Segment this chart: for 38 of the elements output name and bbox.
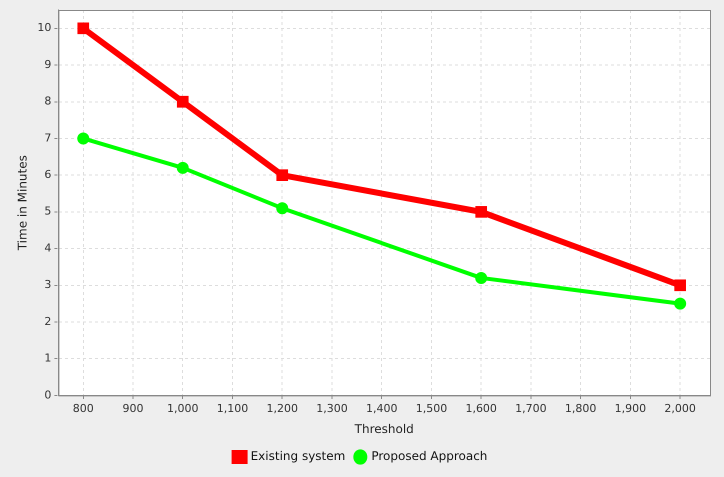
y-axis-title: Time in Minutes: [15, 155, 30, 252]
point: [77, 132, 90, 144]
y-tick-label: 5: [44, 204, 52, 218]
x-tick-label: 1,100: [216, 402, 248, 415]
x-tick-label: 1,200: [266, 402, 298, 415]
x-tick-label: 1,500: [416, 402, 448, 415]
y-tick-label: 8: [44, 94, 52, 108]
point: [77, 22, 90, 34]
legend-label: Proposed Approach: [371, 449, 488, 464]
x-tick-label: 1,400: [366, 402, 398, 415]
y-tick-label: 2: [44, 314, 52, 328]
x-tick-label: 800: [72, 402, 94, 415]
y-tick-label: 3: [44, 278, 52, 292]
y-tick-label: 10: [37, 21, 52, 34]
y-tick-label: 1: [44, 352, 52, 365]
legend-label: Existing system: [250, 449, 346, 464]
point: [674, 279, 686, 292]
y-tick-label: 9: [44, 58, 52, 71]
x-axis-title: Threshold: [354, 422, 414, 436]
point: [176, 162, 189, 174]
x-tick-label: 900: [122, 402, 144, 415]
y-tick-label: 6: [44, 168, 52, 182]
x-tick-label: 1,600: [465, 402, 497, 415]
y-tick-label: 0: [44, 388, 52, 402]
y-tick-label: 4: [44, 241, 52, 254]
x-tick-label: 1,300: [316, 402, 348, 415]
point: [475, 272, 488, 284]
point: [674, 298, 686, 310]
point: [276, 202, 288, 214]
point: [176, 96, 189, 108]
x-tick-label: 2,000: [664, 402, 696, 415]
y-tick-label: 7: [44, 131, 52, 144]
point: [276, 169, 288, 181]
x-tick-label: 1,900: [614, 402, 646, 415]
x-tick-label: 1,000: [167, 402, 198, 415]
x-tick-label: 1,700: [515, 402, 547, 415]
point: [475, 206, 488, 218]
x-tick-label: 1,800: [564, 402, 596, 415]
